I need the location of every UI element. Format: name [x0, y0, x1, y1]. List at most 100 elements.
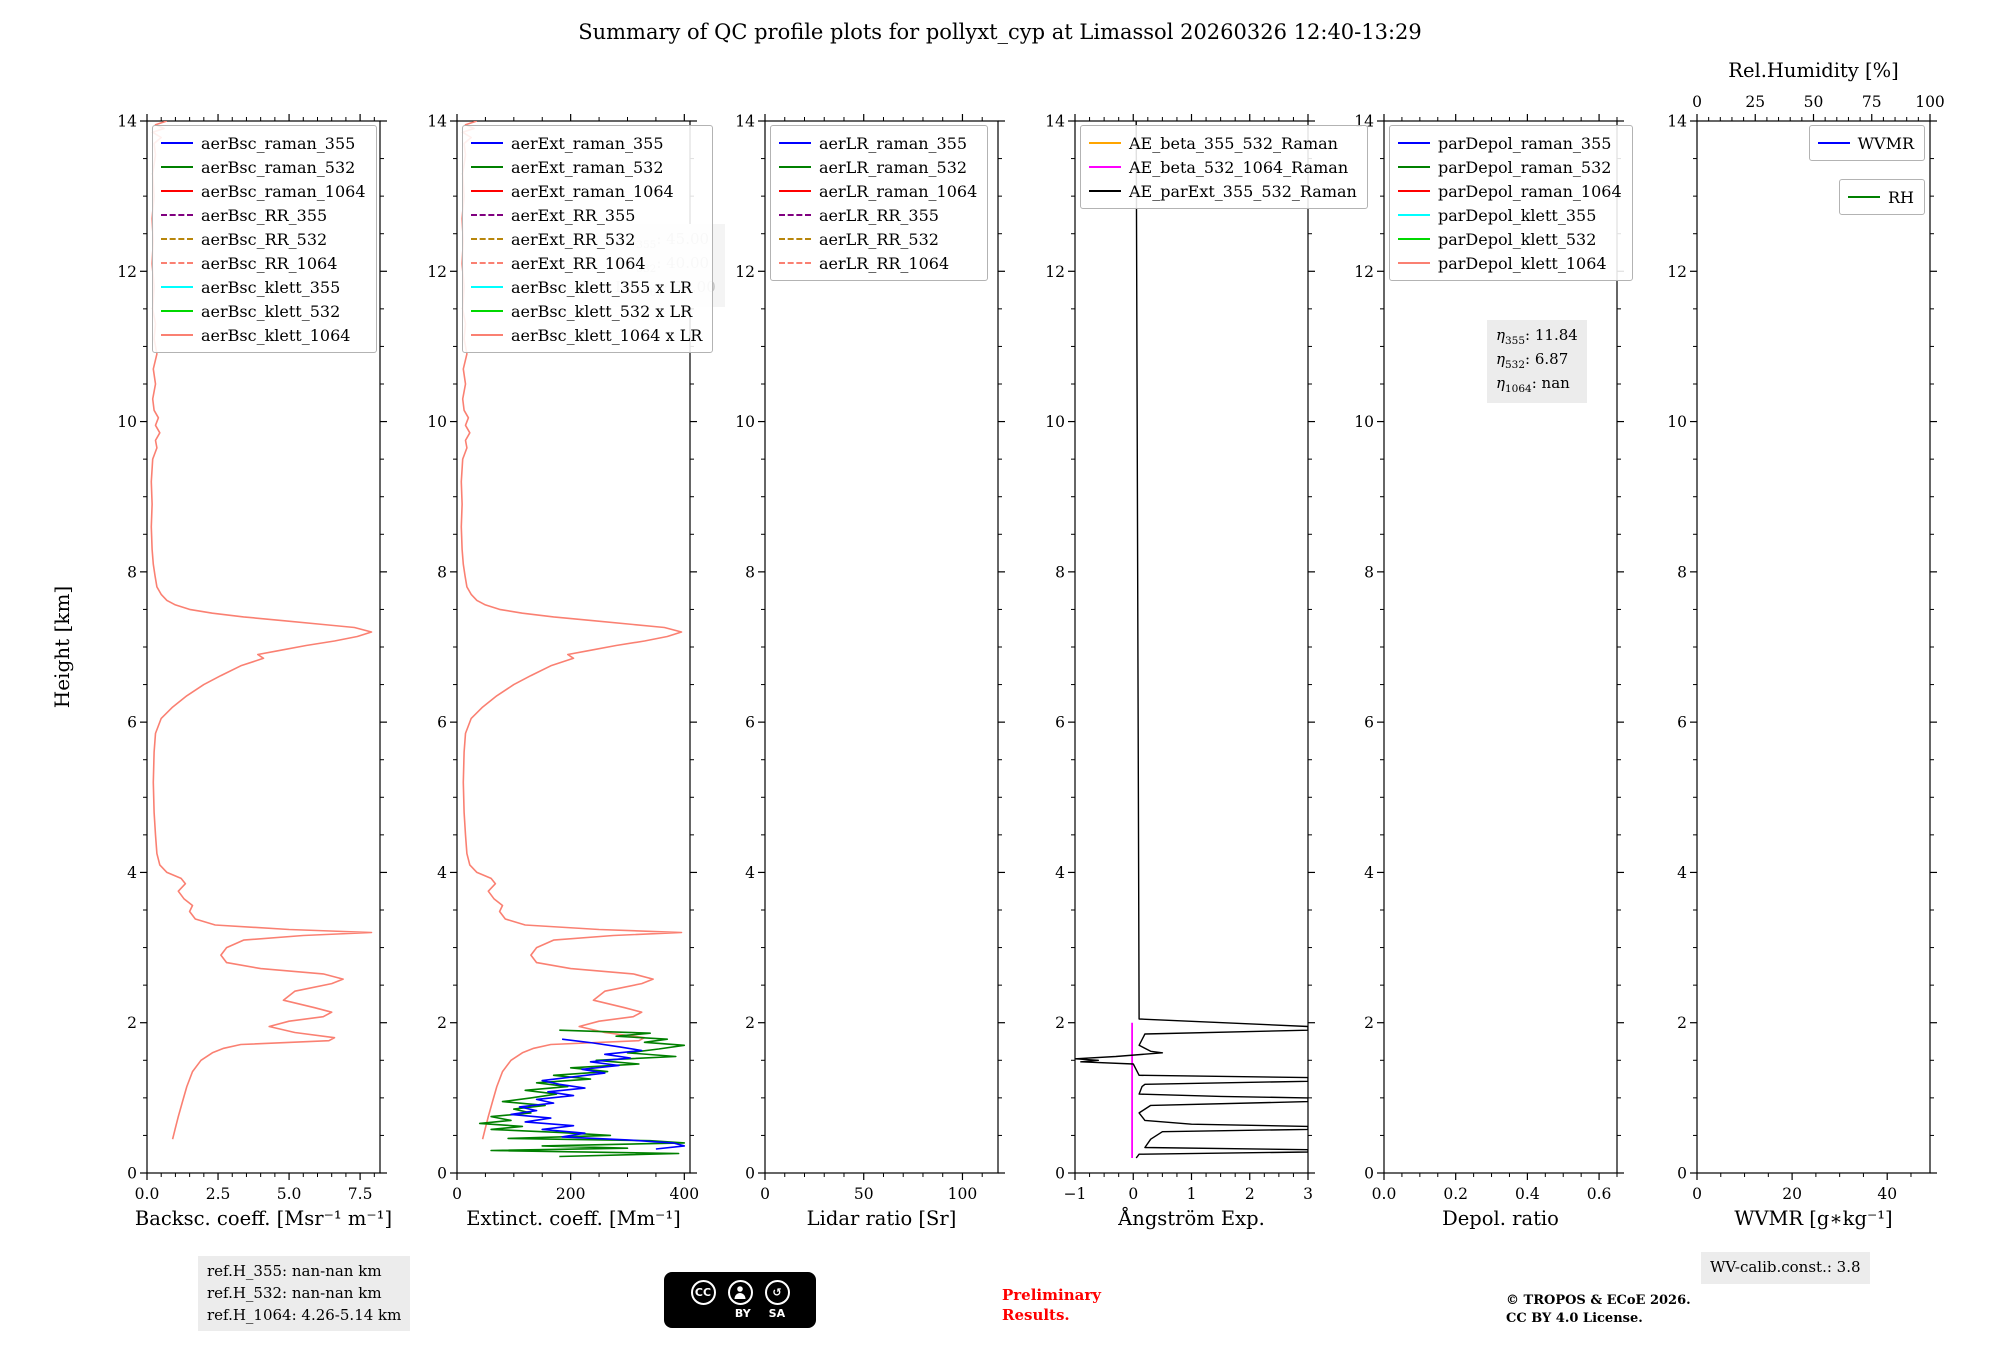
y-tick-label: 4: [1364, 864, 1374, 882]
legend-line-swatch: [1398, 190, 1430, 192]
legend-label: AE_parExt_355_532_Raman: [1129, 181, 1357, 201]
legend-label: aerBsc_klett_355 x LR: [511, 277, 693, 297]
license-icons: CC ↺: [690, 1280, 790, 1305]
license-badge: CC ↺ BY SA: [664, 1272, 816, 1328]
ref-height-line-355: ref.H_355: nan-nan km: [207, 1262, 382, 1280]
y-tick-label: 12: [1045, 263, 1065, 281]
preliminary-line-2: Results.: [1002, 1305, 1070, 1324]
legend-line-swatch: [471, 190, 503, 192]
legend-label: aerLR_raman_1064: [819, 181, 978, 201]
legend-item: aerBsc_raman_355: [161, 131, 366, 155]
legend-item: AE_beta_355_532_Raman: [1089, 131, 1357, 155]
y-tick-label: 6: [1055, 714, 1065, 732]
legend-item: aerBsc_klett_355 x LR: [471, 275, 702, 299]
legend-item: aerExt_RR_1064: [471, 251, 702, 275]
legend-line-swatch: [1089, 190, 1121, 192]
legend-label: AE_beta_532_1064_Raman: [1129, 157, 1349, 177]
y-tick-label: 10: [1354, 413, 1374, 431]
y-tick-label: 2: [1055, 1014, 1065, 1032]
legend-item: aerBsc_klett_532 x LR: [471, 299, 702, 323]
y-tick-label: 10: [735, 413, 755, 431]
legend-item: aerExt_RR_532: [471, 227, 702, 251]
rh-tick-label: 25: [1745, 93, 1765, 111]
y-tick-label: 10: [117, 413, 137, 431]
legend-line-swatch: [471, 238, 503, 240]
x-tick-label: 0: [760, 1185, 770, 1203]
copyright-line-1: © TROPOS & ECoE 2026.: [1506, 1293, 1691, 1308]
legend-label: parDepol_raman_532: [1438, 157, 1612, 177]
y-tick-label: 4: [127, 864, 137, 882]
legend-lidar-ratio: aerLR_raman_355 aerLR_raman_532 aerLR_rama…: [770, 125, 989, 281]
y-tick-label: 6: [1677, 714, 1687, 732]
x-tick-label: 2.5: [206, 1185, 231, 1203]
x-tick-label: 0.2: [1443, 1185, 1468, 1203]
legend-line-swatch: [161, 190, 193, 192]
cc-icon: CC: [690, 1280, 716, 1305]
legend-line-swatch: [471, 286, 503, 288]
x-axis-label: Extinct. coeff. [Mm⁻¹]: [466, 1207, 681, 1230]
series-aerExt_raman_532: [478, 1029, 686, 1158]
legend-line-swatch: [471, 214, 503, 216]
legend-line-swatch: [471, 262, 503, 264]
legend-line-swatch: [1398, 166, 1430, 168]
legend-label: parDepol_raman_1064: [1438, 181, 1622, 201]
y-tick-label: 0: [745, 1165, 755, 1183]
panel-frame-wvmr: [1696, 120, 1931, 1174]
y-tick-label: 14: [735, 113, 755, 131]
x-axis-label: Lidar ratio [Sr]: [807, 1207, 957, 1230]
legend-line-swatch: [1089, 142, 1121, 144]
legend-label: aerExt_raman_1064: [511, 181, 674, 201]
legend-item: aerExt_raman_532: [471, 155, 702, 179]
legend-item: aerExt_raman_1064: [471, 179, 702, 203]
legend-label: aerBsc_klett_1064 x LR: [511, 325, 703, 345]
legend-line-swatch: [161, 286, 193, 288]
y-tick-label: 14: [1667, 113, 1687, 131]
cc-by-person-icon: [727, 1280, 753, 1305]
legend-line-swatch: [161, 142, 193, 144]
y-tick-label: 8: [1055, 563, 1065, 581]
legend-line-swatch: [1089, 166, 1121, 168]
y-tick-label: 2: [745, 1014, 755, 1032]
copyright-note: © TROPOS & ECoE 2026. CC BY 4.0 License.: [1506, 1292, 1691, 1328]
legend-item: aerLR_raman_532: [779, 155, 977, 179]
x-tick-label: 3: [1303, 1185, 1313, 1203]
x-tick-label: 7.5: [348, 1185, 373, 1203]
legend-item: aerBsc_klett_532: [161, 299, 366, 323]
legend-line-swatch: [161, 214, 193, 216]
y-tick-label: 4: [437, 864, 447, 882]
x-tick-label: 200: [556, 1185, 586, 1203]
legend-item: aerLR_raman_1064: [779, 179, 977, 203]
legend-label: aerBsc_RR_355: [201, 205, 328, 225]
legend-line-swatch: [471, 334, 503, 336]
legend-label: aerBsc_RR_532: [201, 229, 328, 249]
legend-line-swatch: [779, 166, 811, 168]
legend-line-swatch: [1817, 142, 1850, 144]
legend-label: aerBsc_raman_1064: [201, 181, 366, 201]
y-tick-label: 2: [1677, 1014, 1687, 1032]
x-tick-label: 0: [452, 1185, 462, 1203]
legend-label: aerExt_RR_532: [511, 229, 636, 249]
x-tick-label: 50: [854, 1185, 874, 1203]
rh-tick-label: 0: [1692, 93, 1702, 111]
y-tick-label: 14: [427, 113, 447, 131]
legend-label: parDepol_klett_532: [1438, 229, 1597, 249]
legend-item: aerLR_raman_355: [779, 131, 977, 155]
legend-line-swatch: [471, 166, 503, 168]
x-tick-label: 20: [1782, 1185, 1802, 1203]
legend-line-swatch: [161, 334, 193, 336]
y-tick-label: 6: [437, 714, 447, 732]
y-tick-label: 10: [1667, 413, 1687, 431]
legend-item: parDepol_raman_355: [1398, 131, 1622, 155]
y-tick-label: 2: [437, 1014, 447, 1032]
legend-label: parDepol_klett_1064: [1438, 253, 1607, 273]
y-tick-label: 6: [745, 714, 755, 732]
legend-backscatter: aerBsc_raman_355 aerBsc_raman_532 aerBsc_r…: [152, 125, 377, 353]
x-tick-label: 100: [948, 1185, 978, 1203]
legend-label: aerBsc_klett_355: [201, 277, 341, 297]
x-tick-label: 0.4: [1515, 1185, 1540, 1203]
x-axis-label: Depol. ratio: [1442, 1207, 1559, 1230]
legend-item: parDepol_raman_532: [1398, 155, 1622, 179]
y-tick-label: 8: [1364, 563, 1374, 581]
